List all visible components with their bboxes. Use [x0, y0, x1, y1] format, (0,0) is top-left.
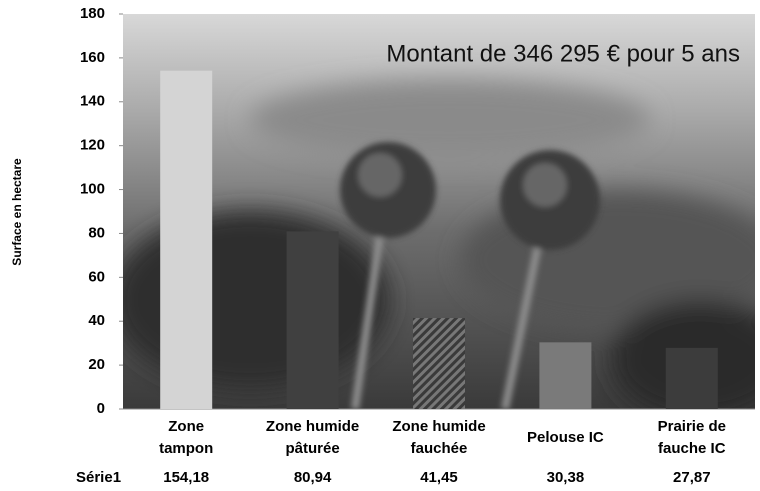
- data-table-value: 80,94: [294, 469, 332, 486]
- data-table-value: 41,45: [420, 469, 458, 486]
- bar: [287, 231, 339, 409]
- x-tick-label: Zone humide pâturée: [251, 416, 375, 460]
- y-axis-label: Surface en hectare: [10, 158, 24, 266]
- y-tick-label: 140: [80, 93, 105, 110]
- bar: [160, 71, 212, 409]
- bar: [666, 348, 718, 409]
- y-tick-label: 80: [88, 224, 105, 241]
- x-tick-label: Prairie de fauche IC: [630, 416, 754, 460]
- y-tick-label: 180: [80, 5, 105, 22]
- data-table-value: 154,18: [163, 469, 209, 486]
- annotation: Montant de 346 295 € pour 5 ans: [386, 40, 740, 67]
- y-tick-label: 0: [97, 400, 105, 417]
- y-tick-label: 160: [80, 49, 105, 66]
- data-table-value: 27,87: [673, 469, 711, 486]
- y-tick-label: 120: [80, 137, 105, 154]
- bar: [539, 342, 591, 409]
- y-tick-label: 40: [88, 312, 105, 329]
- chart-container: Montant de 346 295 € pour 5 ans Surface …: [0, 0, 760, 491]
- x-tick-label: Zone tampon: [124, 416, 248, 460]
- y-tick-label: 20: [88, 356, 105, 373]
- x-tick-label: Zone humide fauchée: [377, 416, 501, 460]
- x-tick-label: Pelouse IC: [503, 427, 627, 449]
- bar: [413, 318, 465, 409]
- y-tick-label: 60: [88, 268, 105, 285]
- y-tick-label: 100: [80, 181, 105, 198]
- data-table-value: 30,38: [547, 469, 585, 486]
- series-name: Série1: [76, 469, 121, 486]
